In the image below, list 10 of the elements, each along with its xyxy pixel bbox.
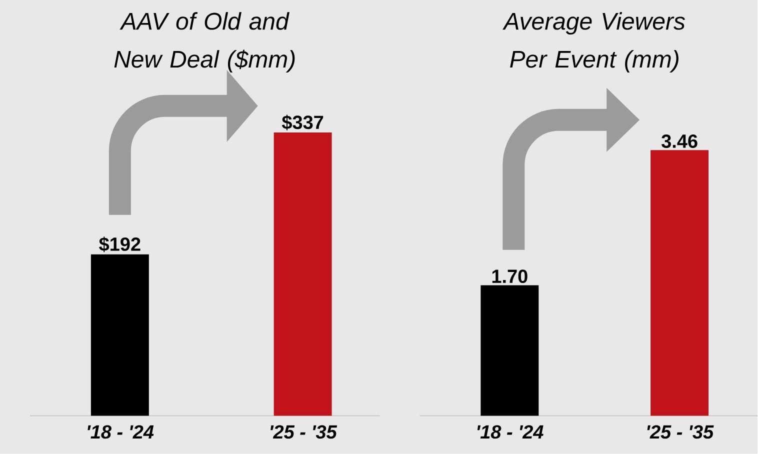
x-tick-label: '18 - '24: [477, 425, 544, 439]
data-label: $337: [282, 114, 324, 130]
data-label: $192: [99, 236, 140, 252]
chart-title: AAV of Old and New Deal ($mm): [114, 12, 295, 73]
data-label: 3.46: [662, 134, 698, 148]
x-tick-label: '18 - '24: [88, 425, 154, 439]
chart-title: Average Viewers Per Event (mm): [502, 12, 685, 73]
x-tick-label: '25 - '35: [647, 425, 714, 439]
x-tick-label: '25 - '35: [270, 425, 338, 439]
data-label: 1.70: [492, 270, 528, 284]
